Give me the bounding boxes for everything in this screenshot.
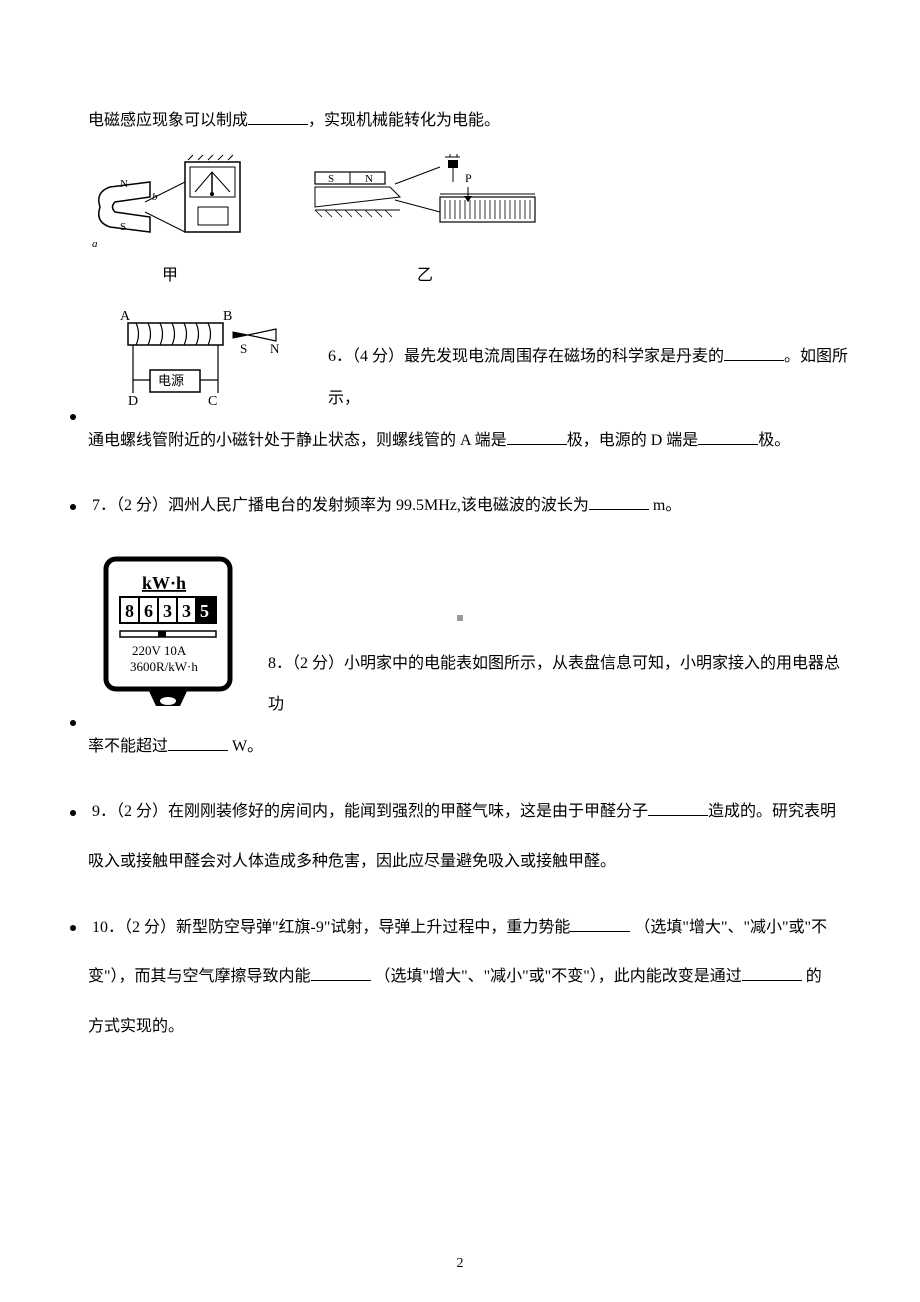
q8-line2a: 率不能超过 [88, 738, 168, 755]
intro-text-b: ，实现机械能转化为电能。 [308, 112, 500, 129]
svg-text:N: N [365, 173, 373, 185]
blank-q6-3[interactable] [698, 427, 758, 445]
q10-line2a: 变"），而其与空气摩擦导致内能 [88, 968, 311, 985]
center-marker [457, 615, 463, 621]
q9-text-b: 造成的。研究表明 [708, 803, 836, 820]
svg-text:N: N [270, 341, 280, 356]
intro-text-a: 电磁感应现象可以制成 [88, 112, 248, 129]
q10-line2b: 的 [802, 968, 822, 985]
svg-text:D: D [128, 394, 138, 409]
q6-line2b: 极，电源的 D 端是 [567, 432, 699, 449]
svg-text:N: N [120, 178, 128, 190]
q8-line2b: W。 [228, 738, 263, 755]
blank-q7[interactable] [589, 492, 649, 510]
blank-q10-1[interactable] [570, 914, 630, 932]
page-number: 2 [457, 1256, 464, 1272]
blank-q10-3[interactable] [742, 963, 802, 981]
svg-text:3: 3 [163, 601, 172, 621]
svg-text:5: 5 [200, 601, 209, 621]
svg-text:a: a [92, 238, 98, 250]
svg-text:3: 3 [182, 601, 191, 621]
svg-text:3600R/kW·h: 3600R/kW·h [130, 659, 198, 674]
blank-q6-2[interactable] [507, 427, 567, 445]
figure-jia: N S a b 甲 [90, 152, 250, 285]
label-B: B [223, 309, 232, 324]
bullet-icon [70, 720, 76, 726]
label-A: A [120, 309, 131, 324]
q6-line2c: 极。 [758, 432, 790, 449]
blank-q9[interactable] [648, 798, 708, 816]
q6-text-a: 6．（4 分）最先发现电流周围存在磁场的科学家是丹麦的 [328, 348, 724, 365]
q10-opt2: （选填"增大"、"减小"或"不变"），此内能改变是通过 [371, 968, 742, 985]
bullet-icon [70, 414, 76, 420]
figure-row-jia-yi: N S a b 甲 [90, 152, 850, 285]
svg-text:P: P [465, 171, 472, 185]
svg-text:S: S [240, 341, 247, 356]
svg-text:S: S [328, 173, 334, 185]
q10-line3: 方式实现的。 [88, 1018, 184, 1035]
figure-label-yi: 乙 [310, 261, 540, 285]
q10-text-a: 10．（2 分）新型防空导弹"红旗-9"试射，导弹上升过程中，重力势能 [92, 919, 570, 936]
bullet-icon [70, 504, 76, 510]
q9-line2: 吸入或接触甲醛会对人体造成多种危害，因此应尽量避免吸入或接触甲醛。 [88, 853, 616, 870]
figure-label-jia: 甲 [90, 261, 250, 285]
svg-text:b: b [152, 191, 158, 203]
svg-text:电源: 电源 [158, 373, 184, 388]
svg-text:kW·h: kW·h [142, 573, 186, 593]
q6-line2a: 通电螺线管附近的小磁针处于静止状态，则螺线管的 A 端是 [88, 432, 507, 449]
q7-text-b: m。 [649, 497, 681, 514]
figure-solenoid: A B S N [108, 305, 288, 420]
blank-q6-1[interactable] [724, 343, 784, 361]
svg-text:220V 10A: 220V 10A [132, 643, 187, 658]
figure-meter: kW·h 8 6 3 3 5 220V 10A [98, 551, 238, 726]
blank-q10-2[interactable] [311, 963, 371, 981]
bullet-icon [70, 810, 76, 816]
q7-text-a: 7．（2 分）泗州人民广播电台的发射频率为 99.5MHz,该电磁波的波长为 [92, 497, 589, 514]
figure-yi: S N P [310, 152, 540, 285]
bullet-icon [70, 925, 76, 931]
q9-text-a: 9．（2 分）在刚刚装修好的房间内，能闻到强烈的甲醛气味，这是由于甲醛分子 [92, 803, 648, 820]
svg-text:S: S [120, 221, 126, 233]
svg-text:8: 8 [125, 601, 134, 621]
svg-text:C: C [208, 394, 217, 409]
blank-intro[interactable] [248, 107, 308, 125]
q8-text-a: 8．（2 分）小明家中的电能表如图所示，从表盘信息可知，小明家接入的用电器总功 [268, 655, 840, 714]
svg-text:6: 6 [144, 601, 153, 621]
q10-opt1: （选填"增大"、"减小"或"不 [630, 919, 827, 936]
blank-q8[interactable] [168, 733, 228, 751]
